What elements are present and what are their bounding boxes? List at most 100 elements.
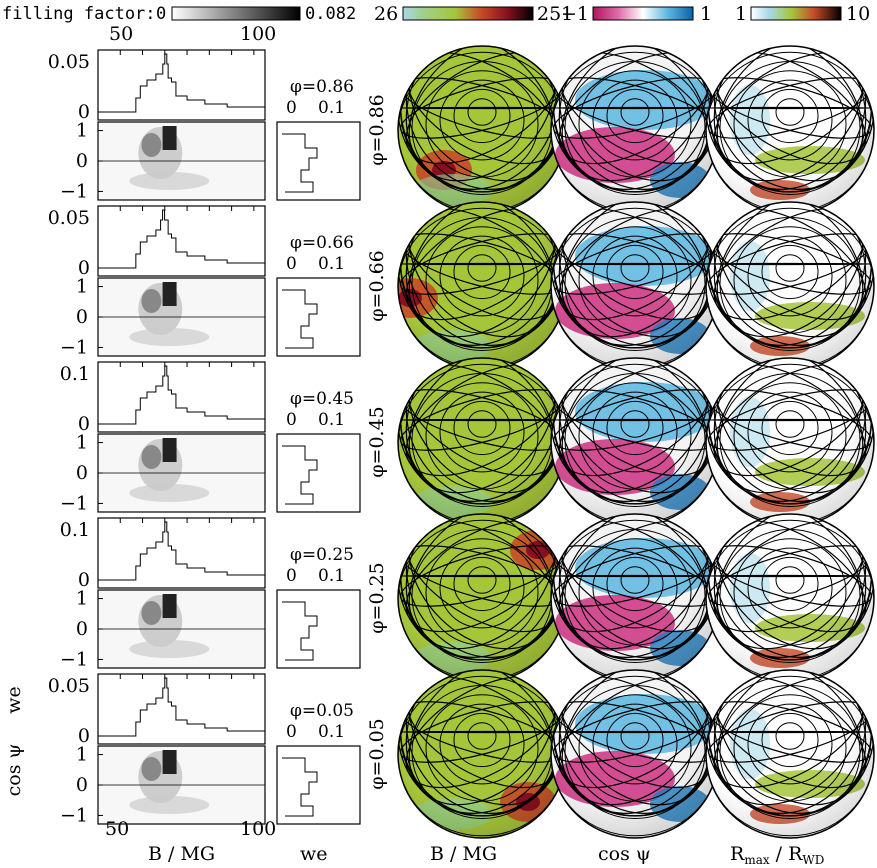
density-ytick: −1 xyxy=(60,804,88,826)
sphere-shading xyxy=(706,514,874,682)
sphere-phase-label: φ=0.05 xyxy=(366,718,388,790)
sphere-body xyxy=(551,358,719,526)
phase-label: φ=0.45 xyxy=(290,389,354,409)
we-tick-0-1: 0.1 xyxy=(318,722,345,742)
density-blob xyxy=(141,757,162,781)
sphere-r-row-1 xyxy=(705,201,875,371)
sphere-shading xyxy=(706,670,874,838)
histogram-ytick-top: 0.05 xyxy=(48,207,90,229)
r-colorbar-min: 1 xyxy=(735,3,747,25)
density-blob xyxy=(141,445,162,469)
we-axis-label: we xyxy=(3,686,25,714)
cos-colorbar-max: 1 xyxy=(700,3,712,25)
histogram-frame xyxy=(97,205,266,277)
we-tick-0-1: 0.1 xyxy=(318,98,345,118)
r-ratio-xlabel-col3: Rmax / RWD xyxy=(730,843,824,867)
r-colorbar-max: 10 xyxy=(846,3,870,25)
sphere-shading xyxy=(551,514,719,682)
b-colorbar-max: 251 xyxy=(537,3,573,25)
density-peak xyxy=(162,282,177,306)
filling-factor-label: filling factor: xyxy=(2,4,156,24)
cos-psi-xlabel-col2: cos ψ xyxy=(598,843,651,865)
density-ytick: 1 xyxy=(76,588,88,610)
we-tick-0: 0 xyxy=(286,566,297,586)
sphere-r-row-0 xyxy=(705,45,875,215)
density-blob xyxy=(141,289,162,313)
density-blob xyxy=(129,484,210,502)
sphere-r-row-2 xyxy=(705,357,875,527)
histogram-ytick-top: 0.05 xyxy=(48,51,90,73)
we-tick-0: 0 xyxy=(286,98,297,118)
sphere-shading xyxy=(551,46,719,214)
histogram-ytick-zero: 0 xyxy=(78,413,90,435)
cos-psi-axis-label: cos ψ xyxy=(3,744,25,797)
phase-label: φ=0.05 xyxy=(290,701,354,721)
phase-label: φ=0.66 xyxy=(290,233,354,253)
sphere-b-row-1 xyxy=(397,201,567,371)
phase-row-3: 0.10φ=0.250 0.110−1 xyxy=(60,517,361,670)
phase-label: φ=0.86 xyxy=(290,77,354,97)
sphere-body xyxy=(706,46,874,214)
histogram-ytick-zero: 0 xyxy=(78,569,90,591)
we-profile-line xyxy=(282,289,318,349)
phase-row-2: 0.10φ=0.450 0.110−1 xyxy=(60,361,361,514)
histogram-ytick-top: 0.1 xyxy=(60,363,90,385)
sphere-shading xyxy=(398,202,566,370)
sphere-shading xyxy=(398,358,566,526)
density-peak xyxy=(162,438,177,462)
density-blob xyxy=(129,640,210,658)
density-ytick: −1 xyxy=(60,648,88,670)
density-blob xyxy=(129,172,210,190)
histogram-line xyxy=(98,365,266,425)
histogram-frame xyxy=(97,673,266,745)
histogram-frame xyxy=(97,361,266,433)
density-ytick: 0 xyxy=(76,618,88,640)
colorbar-b-field: 26 251 xyxy=(374,3,573,25)
density-ytick: 1 xyxy=(76,276,88,298)
density-ytick: 1 xyxy=(76,120,88,142)
sphere-maps: φ=0.86 φ=0.66 φ=0.45 φ=0.25 φ=0.05 xyxy=(366,45,875,839)
sphere-shading xyxy=(551,670,719,838)
we-frame xyxy=(276,745,361,825)
sphere-phase-label: φ=0.66 xyxy=(366,250,388,322)
sphere-body xyxy=(706,358,874,526)
sphere-body xyxy=(706,202,874,370)
b-colorbar-min: 26 xyxy=(374,3,398,25)
top-axis-tick-50: 50 xyxy=(109,23,133,45)
sphere-shading xyxy=(398,46,566,214)
sphere-cos-row-4 xyxy=(550,669,720,839)
we-tick-0: 0 xyxy=(286,410,297,430)
bottom-tick-50: 50 xyxy=(105,818,129,840)
cos-colorbar-min: −1 xyxy=(561,3,589,25)
sphere-shading xyxy=(551,202,719,370)
density-blob xyxy=(141,133,162,157)
we-profile-line xyxy=(282,757,318,817)
sphere-shading xyxy=(398,514,566,682)
density-ytick: −1 xyxy=(60,180,88,202)
density-ytick: 0 xyxy=(76,774,88,796)
histogram-frame xyxy=(97,49,266,121)
we-tick-0: 0 xyxy=(286,254,297,274)
histogram-frame xyxy=(97,517,266,589)
density-ytick: 1 xyxy=(76,744,88,766)
we-frame xyxy=(276,121,361,201)
we-tick-0: 0 xyxy=(286,722,297,742)
sphere-body xyxy=(551,670,719,838)
density-blob xyxy=(141,601,162,625)
histogram-ytick-zero: 0 xyxy=(78,725,90,747)
density-blob xyxy=(129,328,210,346)
sphere-body xyxy=(398,670,566,838)
sphere-cos-row-2 xyxy=(550,357,720,527)
histogram-ytick-top: 0.1 xyxy=(60,519,90,541)
sphere-shading xyxy=(398,670,566,838)
sphere-body xyxy=(398,358,566,526)
density-ytick: −1 xyxy=(60,336,88,358)
colorbar-cos-psi: −1 1 xyxy=(561,3,712,25)
bottom-tick-100: 100 xyxy=(240,818,276,840)
we-frame xyxy=(276,277,361,357)
